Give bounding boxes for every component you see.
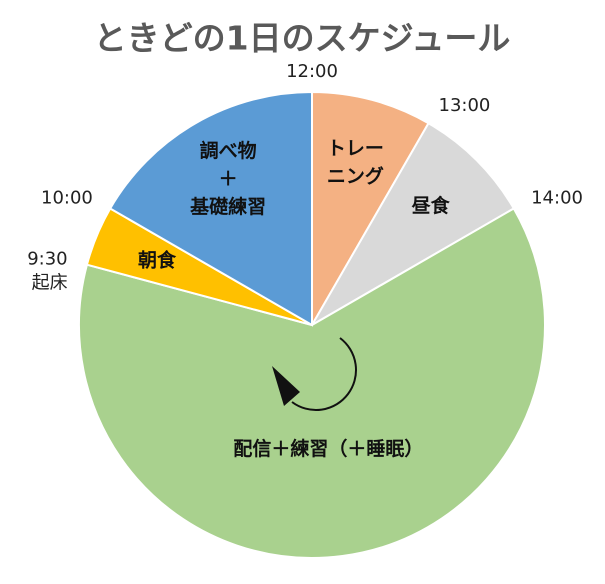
slice-label: ニング xyxy=(327,164,384,187)
pie-slice xyxy=(78,207,546,559)
slice-label: 昼食 xyxy=(412,194,451,217)
chart-title: ときどの1日のスケジュール xyxy=(94,19,511,58)
pie xyxy=(78,90,546,559)
annotation: 起床 xyxy=(32,273,68,294)
slice-label: 基礎練習 xyxy=(189,195,266,218)
arrow-arc xyxy=(291,337,357,411)
slice-label: 調べ物 xyxy=(200,139,257,162)
slice-label: 朝食 xyxy=(138,248,177,271)
time-label: 10:00 xyxy=(41,188,93,209)
time-label: 13:00 xyxy=(439,95,491,116)
slice-label: 配信＋練習（＋睡眠） xyxy=(233,437,423,460)
time-label: 12:00 xyxy=(286,61,338,82)
arrow-head xyxy=(272,366,300,406)
slice-label: トレー xyxy=(327,137,384,159)
pie-slice xyxy=(309,121,516,328)
pie-slice xyxy=(311,90,430,329)
slice-label: ＋ xyxy=(219,168,238,190)
pie-slice xyxy=(108,90,313,327)
time-label: 14:00 xyxy=(531,188,583,209)
cycle-arrow xyxy=(272,337,357,411)
time-label: 9:30 xyxy=(27,249,67,270)
